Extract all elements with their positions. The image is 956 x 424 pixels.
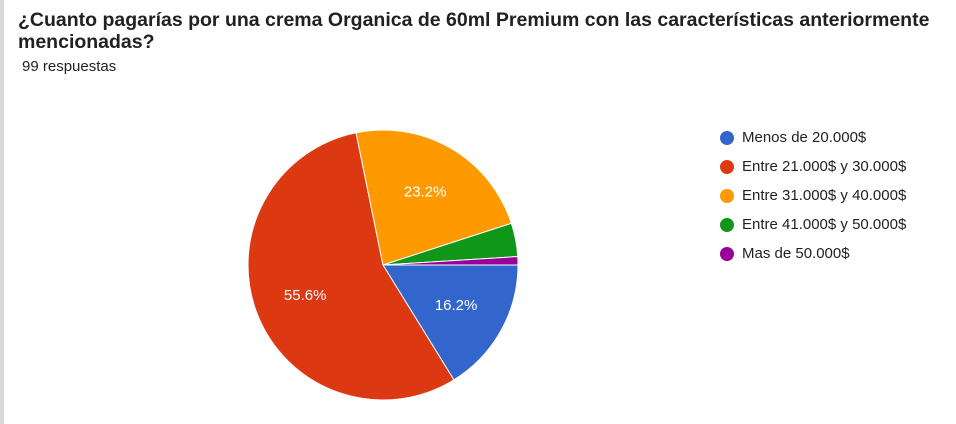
legend-label: Entre 31.000$ y 40.000$ [742, 187, 907, 204]
pie-slice [355, 129, 513, 266]
chart: 16.2% 55.6% 23.2% Menos de 20.000$ Entre 21.… [247, 129, 907, 401]
slice-label: 55.6% [284, 287, 327, 304]
legend-marker [720, 247, 734, 261]
slice-label: 16.2% [435, 297, 478, 314]
legend-label: Menos de 20.000$ [742, 129, 867, 146]
chart-subtitle: 99 respuestas [22, 58, 117, 75]
pie-slice [247, 132, 455, 401]
legend-label: Mas de 50.000$ [742, 245, 850, 262]
legend-marker [720, 189, 734, 203]
slice-label: 23.2% [404, 184, 447, 201]
legend-marker [720, 160, 734, 174]
chart-title: ¿Cuanto pagarías por una crema Organica … [18, 9, 930, 53]
pie-slice [382, 255, 519, 266]
pie-slice [382, 264, 519, 381]
legend-label: Entre 41.000$ y 50.000$ [742, 216, 907, 233]
legend-marker [720, 131, 734, 145]
legend-label: Entre 21.000$ y 30.000$ [742, 158, 907, 175]
legend-marker [720, 218, 734, 232]
